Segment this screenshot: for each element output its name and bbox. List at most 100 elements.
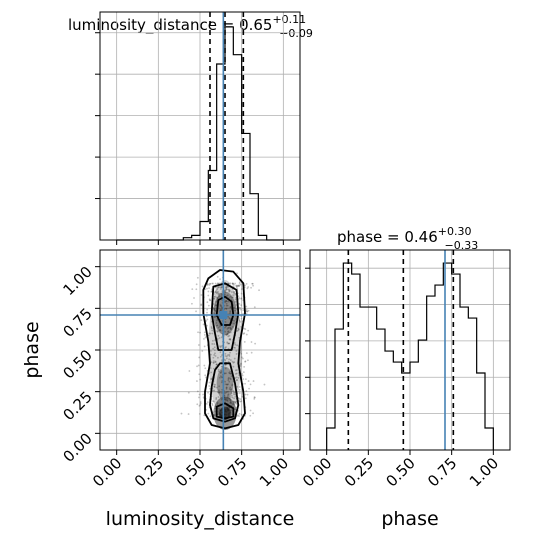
scatter-point [197, 344, 200, 346]
scatter-point [227, 342, 230, 345]
scatter-point [220, 375, 222, 378]
scatter-point [224, 398, 226, 401]
scatter-point [214, 352, 216, 355]
scatter-point [220, 293, 223, 296]
scatter-point [228, 338, 231, 341]
scatter-point [219, 329, 221, 331]
scatter-point [209, 350, 212, 352]
scatter-point [197, 364, 200, 367]
scatter-point [196, 403, 199, 406]
scatter-point [224, 363, 227, 366]
scatter-point [237, 328, 240, 331]
scatter-point [238, 319, 241, 322]
scatter-point [233, 292, 236, 295]
scatter-point [253, 396, 256, 399]
scatter-point [244, 397, 247, 400]
title-ld-plus: +0.11 [272, 13, 306, 26]
scatter-point [226, 288, 228, 291]
scatter-point [210, 361, 213, 364]
scatter-point [213, 295, 216, 298]
scatter-point [227, 342, 230, 345]
scatter-point [214, 290, 217, 293]
scatter-point [209, 387, 211, 390]
scatter-point [203, 331, 206, 334]
histogram-luminosity-distance [95, 11, 301, 245]
scatter-point [218, 295, 220, 298]
scatter-point [233, 306, 236, 309]
joint-density-panel: 0.00 0.25 0.50 0.75 1.000.000.250.500.751.00 [59, 249, 301, 490]
scatter-point [216, 297, 219, 300]
scatter-point [232, 296, 234, 299]
joint-xtick-label-4: 1.00 [256, 454, 292, 490]
scatter-point [226, 342, 229, 345]
scatter-point [208, 385, 211, 387]
scatter-point [187, 413, 190, 415]
scatter-point [250, 286, 252, 289]
scatter-point [215, 398, 218, 400]
scatter-point [232, 403, 234, 406]
scatter-point [234, 373, 237, 375]
scatter-point [239, 283, 242, 286]
scatter-point [200, 294, 203, 296]
scatter-point [238, 412, 241, 415]
scatter-point [236, 369, 238, 371]
scatter-point [242, 309, 245, 311]
scatter-point [220, 381, 223, 384]
scatter-point [217, 356, 219, 359]
scatter-point [216, 282, 219, 285]
scatter-point [245, 282, 248, 285]
scatter-point [215, 300, 218, 303]
scatter-point [225, 288, 228, 291]
scatter-point [239, 307, 241, 309]
scatter-point [210, 327, 213, 330]
contour-lower-mid [209, 362, 240, 423]
scatter-point [213, 295, 216, 298]
scatter-point [213, 385, 216, 388]
scatter-point [212, 400, 215, 403]
scatter-point [195, 288, 198, 291]
scatter-point [225, 333, 228, 336]
scatter-point [210, 378, 212, 380]
scatter-point [220, 336, 223, 339]
scatter-point [214, 407, 217, 410]
scatter-point [211, 329, 214, 332]
scatter-point [249, 383, 252, 386]
phase-xtick-label-3: 0.75 [424, 454, 460, 490]
joint-ytick-label-3: 0.75 [59, 304, 95, 340]
scatter-point [227, 394, 229, 397]
scatter-point [229, 399, 232, 402]
scatter-point [247, 380, 250, 382]
scatter-point [211, 332, 214, 335]
scatter-point [206, 308, 209, 311]
scatter-point [230, 296, 233, 299]
scatter-point [229, 377, 232, 380]
scatter-point [229, 378, 232, 381]
scatter-point [202, 323, 205, 326]
joint-ytick-label-2: 0.50 [59, 346, 95, 382]
scatter-point [202, 393, 205, 396]
scatter-point [198, 413, 201, 415]
scatter-point [240, 292, 243, 295]
scatter-point [229, 396, 232, 398]
scatter-point [221, 285, 223, 288]
scatter-point [235, 285, 238, 288]
scatter-point [211, 402, 214, 405]
scatter-point [212, 400, 214, 402]
scatter-point [198, 405, 201, 407]
scatter-point [235, 286, 238, 289]
scatter-point [213, 354, 216, 356]
scatter-point [229, 338, 231, 341]
scatter-point [246, 287, 249, 290]
scatter-point [208, 332, 211, 335]
scatter-point [216, 319, 218, 322]
scatter-point [228, 371, 231, 374]
scatter-point [217, 396, 220, 398]
scatter-point [226, 332, 229, 335]
scatter-point [263, 383, 266, 386]
scatter-point [217, 334, 220, 337]
xlabel-luminosity-distance: luminosity_distance [106, 508, 295, 530]
scatter-point [207, 290, 210, 293]
scatter-point [247, 309, 250, 312]
title-ld-median: 0.65 [239, 16, 272, 34]
scatter-point [228, 380, 231, 383]
